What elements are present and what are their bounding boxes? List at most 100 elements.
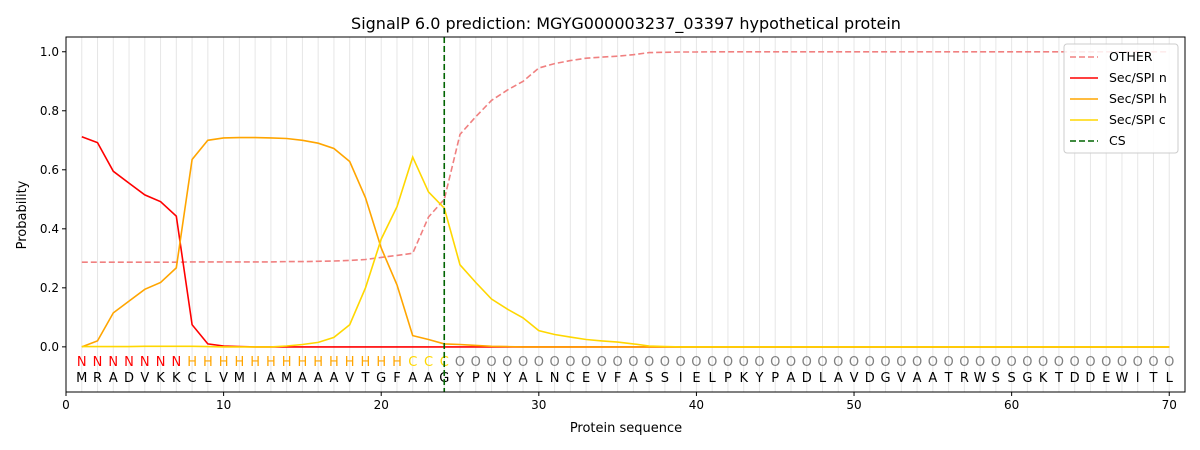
residue-label: I <box>679 371 683 386</box>
region-label: H <box>298 355 308 370</box>
region-label: O <box>943 355 953 370</box>
region-label: O <box>880 355 890 370</box>
region-label: O <box>991 355 1001 370</box>
x-tick-label: 10 <box>216 398 231 412</box>
residue-label: W <box>974 371 987 386</box>
residue-label: P <box>472 371 480 386</box>
residue-label: D <box>1070 371 1080 386</box>
residue-label: I <box>253 371 257 386</box>
region-label: H <box>329 355 339 370</box>
region-label: O <box>549 355 559 370</box>
region-label: H <box>187 355 197 370</box>
region-label: H <box>219 355 229 370</box>
region-label: N <box>171 355 181 370</box>
region-label: O <box>1070 355 1080 370</box>
residue-label: D <box>802 371 812 386</box>
x-tick-label: 30 <box>531 398 546 412</box>
residue-label: S <box>661 371 669 386</box>
legend: OTHER Sec/SPI n Sec/SPI h Sec/SPI c CS <box>1063 43 1179 154</box>
region-label: H <box>250 355 260 370</box>
region-label: O <box>833 355 843 370</box>
residue-label: N <box>550 371 560 386</box>
region-label: O <box>959 355 969 370</box>
region-label: O <box>660 355 670 370</box>
residue-label: A <box>629 371 638 386</box>
residue-label: K <box>172 371 181 386</box>
legend-label: OTHER <box>1109 49 1153 64</box>
region-label: O <box>1133 355 1143 370</box>
residue-label: T <box>944 371 953 386</box>
y-tick-label: 0.0 <box>40 340 59 354</box>
region-label: O <box>928 355 938 370</box>
region-label: N <box>93 355 103 370</box>
residue-label: D <box>865 371 875 386</box>
x-tick-label: 20 <box>374 398 389 412</box>
residue-label: M <box>281 371 292 386</box>
legend-label: CS <box>1109 133 1126 148</box>
region-label: O <box>628 355 638 370</box>
residue-label: N <box>487 371 497 386</box>
region-label: N <box>140 355 150 370</box>
region-label: O <box>518 355 528 370</box>
region-label: N <box>108 355 118 370</box>
residue-label: A <box>834 371 843 386</box>
y-axis-label: Probability <box>15 180 30 249</box>
residue-label: C <box>188 371 197 386</box>
region-label: H <box>282 355 292 370</box>
region-label: N <box>156 355 166 370</box>
region-label: O <box>534 355 544 370</box>
residue-label: V <box>345 371 354 386</box>
y-tick-label: 0.8 <box>40 104 59 118</box>
region-label: O <box>644 355 654 370</box>
residue-label: E <box>1102 371 1110 386</box>
residue-label: G <box>881 371 891 386</box>
residue-label: L <box>709 371 717 386</box>
region-label: O <box>1085 355 1095 370</box>
region-label: O <box>754 355 764 370</box>
residue-label: L <box>1166 371 1174 386</box>
residue-label: T <box>1054 371 1063 386</box>
residue-label: V <box>140 371 149 386</box>
residue-label: K <box>1039 371 1048 386</box>
x-tick-label: 0 <box>62 398 70 412</box>
region-label: O <box>1164 355 1174 370</box>
region-label: H <box>234 355 244 370</box>
residue-label: Y <box>502 371 511 386</box>
residue-label: I <box>1136 371 1140 386</box>
grid-lines <box>81 37 1170 392</box>
series-line-sec-spi-c <box>81 154 1170 348</box>
region-label: H <box>361 355 371 370</box>
residue-label: S <box>992 371 1000 386</box>
chart-title: SignalP 6.0 prediction: MGYG000003237_03… <box>351 14 901 34</box>
y-tick-label: 1.0 <box>40 45 59 59</box>
region-label: O <box>739 355 749 370</box>
region-label: O <box>770 355 780 370</box>
region-label: O <box>471 355 481 370</box>
residue-label: W <box>1116 371 1129 386</box>
region-label: O <box>1101 355 1111 370</box>
region-label: O <box>975 355 985 370</box>
region-label: O <box>1148 355 1158 370</box>
residue-label: A <box>266 371 275 386</box>
residue-label: V <box>850 371 859 386</box>
residue-label: S <box>645 371 653 386</box>
region-label: O <box>1117 355 1127 370</box>
region-label: H <box>313 355 323 370</box>
residue-label: C <box>566 371 575 386</box>
residue-label: G <box>376 371 386 386</box>
x-tick-label: 70 <box>1162 398 1177 412</box>
region-label: O <box>786 355 796 370</box>
residue-label: P <box>771 371 779 386</box>
region-label: O <box>565 355 575 370</box>
region-label: O <box>1054 355 1064 370</box>
plot-frame <box>65 36 1186 393</box>
region-label: N <box>124 355 134 370</box>
series-line-sec-spi-h <box>81 136 1170 348</box>
y-axis-ticks: 0.0 0.2 0.4 0.6 0.8 1.0 <box>40 45 66 354</box>
region-label: H <box>266 355 276 370</box>
residue-label: A <box>913 371 922 386</box>
region-label: O <box>1007 355 1017 370</box>
region-labels-row: NNNNNNNHHHHHHHHHHHHHHCCCOOOOOOOOOOOOOOOO… <box>77 355 1174 370</box>
series-line-sec-spi-n <box>81 135 1170 348</box>
